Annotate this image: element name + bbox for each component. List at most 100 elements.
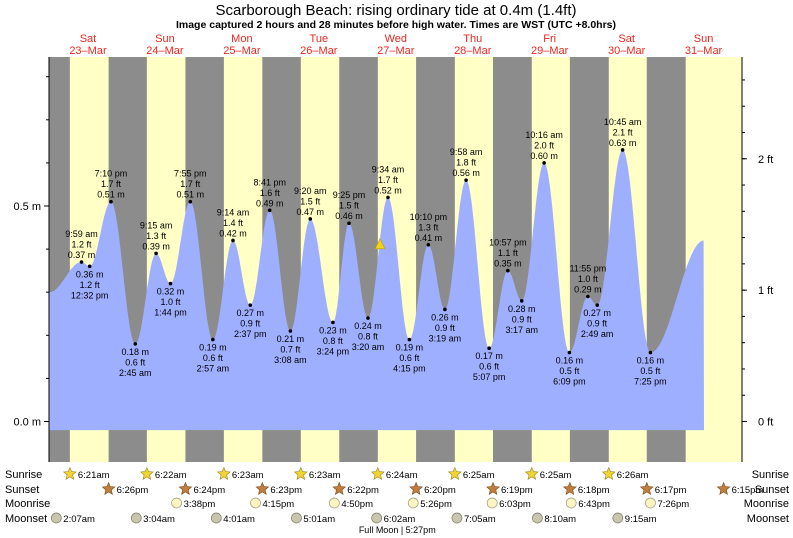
y2-tick-label: 2 ft (758, 154, 773, 166)
sunset-icon (564, 483, 576, 495)
low-tide-label: 3:24 pm (317, 346, 350, 356)
sunset-time: 6:22pm (347, 485, 379, 496)
low-tide-label: 0.6 ft (125, 357, 146, 367)
high-tide-point (154, 252, 158, 256)
high-tide-label: 9:20 am (294, 186, 327, 196)
date-label: 23–Mar (69, 45, 107, 57)
low-tide-point (169, 282, 173, 286)
low-tide-label: 1.2 ft (80, 280, 101, 290)
sunset-time: 6:15pm (732, 485, 764, 496)
low-tide-point (595, 303, 599, 307)
moonrise-icon (251, 498, 261, 508)
moonset-icon (452, 513, 462, 523)
sunrise-time: 6:24am (386, 470, 418, 481)
sunset-icon (410, 483, 422, 495)
day-name-label: Wed (385, 33, 407, 45)
moonrise-icon (408, 498, 418, 508)
sunrise-time: 6:23am (309, 470, 341, 481)
moonset-time: 6:02am (384, 514, 416, 525)
sunset-icon (102, 483, 114, 495)
high-tide-label: 0.29 m (574, 285, 602, 295)
high-tide-label: 0.42 m (219, 228, 247, 238)
high-tide-label: 8:41 pm (253, 177, 286, 187)
high-tide-point (189, 200, 193, 204)
low-tide-label: 1.0 ft (160, 297, 181, 307)
high-tide-label: 2.0 ft (534, 140, 555, 150)
chart-subtitle: Image captured 2 hours and 28 minutes be… (176, 19, 616, 31)
low-tide-point (568, 351, 572, 355)
moonrise-icon (172, 498, 182, 508)
low-tide-label: 3:08 am (274, 355, 307, 365)
sunrise-icon (372, 468, 384, 480)
moonrise-time: 4:50pm (341, 499, 373, 510)
sunrise-icon (141, 468, 153, 480)
low-tide-point (211, 338, 215, 342)
sunrise-row-label-right: Sunrise (752, 469, 789, 481)
low-tide-label: 0.9 ft (435, 323, 456, 333)
high-tide-point (386, 196, 390, 200)
sunset-icon (717, 483, 729, 495)
moonrise-time: 4:15pm (263, 499, 295, 510)
high-tide-label: 2.1 ft (613, 127, 634, 137)
sunrise-row-label-left: Sunrise (5, 469, 42, 481)
day-name-label: Sun (694, 33, 714, 45)
day-name-label: Tue (310, 33, 329, 45)
high-tide-label: 9:14 am (217, 207, 250, 217)
date-label: 25–Mar (223, 45, 261, 57)
sunrise-time: 6:22am (155, 470, 187, 481)
low-tide-label: 0.27 m (583, 308, 611, 318)
day-name-label: Sat (80, 33, 97, 45)
sunset-icon (487, 483, 499, 495)
moonrise-time: 6:43pm (578, 499, 610, 510)
high-tide-label: 7:10 pm (95, 169, 128, 179)
date-label: 26–Mar (300, 45, 338, 57)
low-tide-label: 5:07 pm (473, 372, 506, 382)
high-tide-label: 0.63 m (609, 138, 637, 148)
moonrise-icon (487, 498, 497, 508)
high-tide-label: 0.46 m (335, 211, 363, 221)
low-tide-label: 6:09 pm (553, 377, 586, 387)
moonset-time: 2:07am (63, 514, 95, 525)
sunrise-time: 6:21am (78, 470, 110, 481)
day-name-label: Mon (231, 33, 252, 45)
sunrise-icon (295, 468, 307, 480)
low-tide-point (88, 265, 92, 269)
low-tide-label: 0.21 m (277, 334, 305, 344)
high-tide-label: 1.5 ft (300, 196, 321, 206)
low-tide-label: 0.6 ft (203, 353, 224, 363)
sunset-time: 6:18pm (578, 485, 610, 496)
high-tide-point (586, 295, 590, 299)
sunrise-icon (449, 468, 461, 480)
low-tide-label: 0.6 ft (479, 362, 500, 372)
low-tide-point (649, 351, 653, 355)
high-tide-label: 9:15 am (140, 220, 173, 230)
high-tide-point (542, 161, 546, 165)
moonset-icon (51, 513, 61, 523)
moonset-time: 5:01am (303, 514, 335, 525)
y-tick-label: 0.0 m (13, 417, 41, 429)
sunrise-time: 6:25am (463, 470, 495, 481)
low-tide-label: 3:17 am (505, 325, 538, 335)
high-tide-point (231, 239, 235, 243)
high-tide-label: 0.37 m (68, 250, 96, 260)
low-tide-label: 4:15 pm (393, 364, 426, 374)
moonrise-time: 6:03pm (499, 499, 531, 510)
day-name-label: Fri (543, 33, 556, 45)
high-tide-label: 0.41 m (415, 233, 443, 243)
high-tide-label: 1.0 ft (578, 274, 599, 284)
high-tide-label: 0.51 m (177, 190, 205, 200)
low-tide-point (408, 338, 412, 342)
high-tide-point (80, 260, 84, 264)
high-tide-point (109, 200, 113, 204)
y2-tick-label: 1 ft (758, 285, 773, 297)
date-label: 24–Mar (146, 45, 184, 57)
low-tide-label: 0.26 m (431, 312, 459, 322)
sun-moon-rows: Sunrise SunriseSunset SunsetMoonrise Moonri… (5, 468, 789, 536)
low-tide-label: 0.9 ft (512, 314, 533, 324)
moonset-row-label-right: Moonset (747, 513, 789, 525)
moonset-row-label-left: Moonset (5, 513, 47, 525)
moonset-time: 9:15am (625, 514, 657, 525)
high-tide-label: 11:55 pm (569, 264, 606, 274)
high-tide-point (268, 209, 272, 213)
low-tide-point (289, 329, 293, 333)
